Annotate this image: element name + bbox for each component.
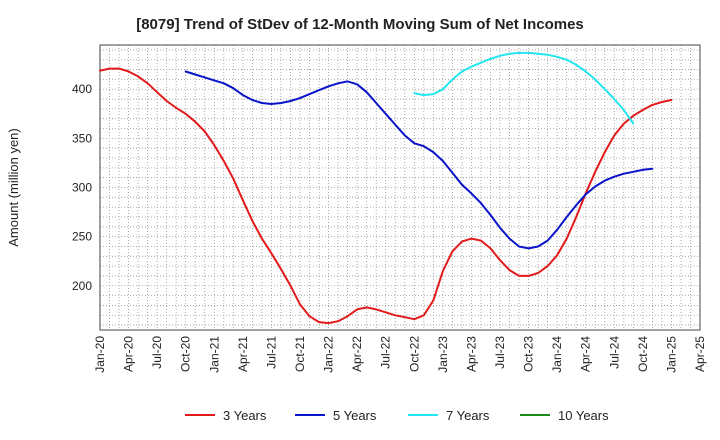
series-line-7-years	[413, 51, 635, 125]
series-line-3-years	[99, 67, 673, 325]
x-tick-label: Oct-21	[293, 336, 307, 372]
legend: 3 Years 5 Years 7 Years 10 Years	[185, 408, 609, 423]
x-tick-label: Jul-22	[379, 336, 393, 369]
chart-title: [8079] Trend of StDev of 12-Month Moving…	[136, 16, 584, 33]
x-tick-label: Jul-24	[607, 336, 621, 369]
series-line-5-years	[184, 70, 654, 250]
grid-layer	[100, 45, 700, 330]
y-tick-label: 250	[72, 230, 92, 244]
y-tick-label: 400	[72, 82, 92, 96]
x-tick-label: Jan-20	[93, 336, 107, 373]
x-tick-label: Apr-25	[693, 336, 707, 372]
legend-label: 5 Years	[333, 408, 377, 423]
x-tick-label: Jan-25	[664, 336, 678, 373]
x-tick-label: Jan-22	[322, 336, 336, 373]
x-tick-label: Apr-21	[236, 336, 250, 372]
legend-label: 10 Years	[558, 408, 609, 423]
x-tick-label: Jan-23	[436, 336, 450, 373]
y-tick-label: 300	[72, 181, 92, 195]
x-tick-label: Oct-20	[179, 336, 193, 372]
series-layer	[99, 51, 673, 325]
y-tick-label: 350	[72, 131, 92, 145]
x-tick-label: Jul-21	[264, 336, 278, 369]
y-tick-label: 200	[72, 279, 92, 293]
x-tick-label: Apr-22	[350, 336, 364, 372]
y-axis-label: Amount (million yen)	[6, 128, 21, 247]
x-tick-label: Apr-20	[122, 336, 136, 372]
x-tick-label: Apr-23	[464, 336, 478, 372]
x-tick-label: Jul-23	[493, 336, 507, 369]
x-tick-label: Oct-24	[636, 336, 650, 372]
x-tick-labels: Jan-20 Apr-20 Jul-20 Oct-20 Jan-21 Apr-21 Jul-…	[93, 336, 707, 373]
x-tick-label: Apr-24	[579, 336, 593, 372]
x-tick-label: Oct-22	[407, 336, 421, 372]
y-tick-labels: 200 250 300 350 400	[72, 82, 92, 293]
x-tick-label: Jan-21	[207, 336, 221, 373]
plot-frame	[99, 44, 701, 331]
legend-label: 3 Years	[223, 408, 267, 423]
x-tick-label: Jul-20	[150, 336, 164, 369]
legend-label: 7 Years	[446, 408, 490, 423]
x-tick-label: Oct-23	[522, 336, 536, 372]
x-tick-label: Jan-24	[550, 336, 564, 373]
